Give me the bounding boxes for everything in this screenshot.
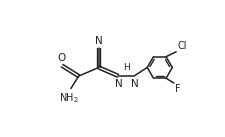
Text: NH$_2$: NH$_2$ bbox=[59, 91, 79, 105]
Text: H: H bbox=[123, 63, 130, 72]
Text: N: N bbox=[131, 79, 139, 89]
Text: F: F bbox=[175, 84, 181, 94]
Text: Cl: Cl bbox=[177, 41, 187, 51]
Text: O: O bbox=[57, 53, 65, 63]
Text: N: N bbox=[115, 79, 122, 89]
Text: N: N bbox=[95, 36, 103, 46]
